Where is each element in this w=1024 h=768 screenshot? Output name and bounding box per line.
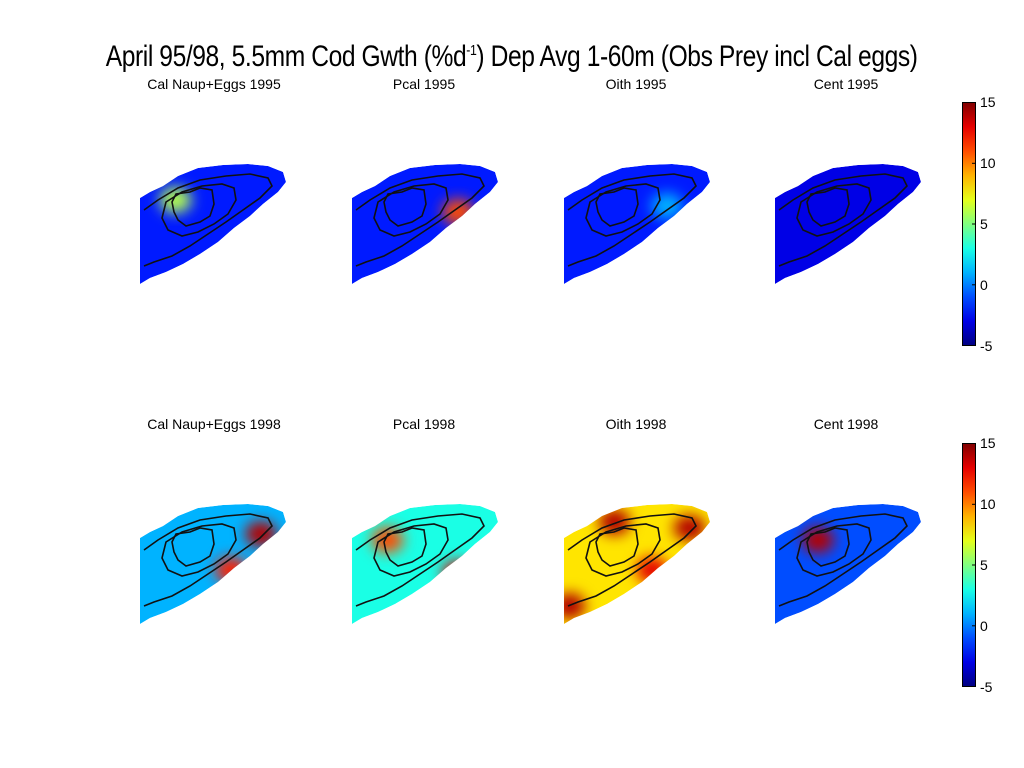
- depth-contour: [778, 173, 908, 267]
- depth-contour: [143, 513, 273, 607]
- depth-contour: [161, 523, 237, 577]
- heat-hotspot: [442, 560, 474, 587]
- heat-hotspot: [651, 193, 683, 219]
- colorbar: [962, 102, 976, 346]
- panel-title: Oith 1998: [605, 416, 667, 432]
- panel-title: Cent 1995: [813, 76, 879, 92]
- heatmap-panel: [140, 504, 286, 624]
- depth-contour: [355, 173, 485, 267]
- heatmap-panel: [564, 164, 710, 284]
- heatmap-panel: [775, 504, 921, 624]
- depth-contour: [567, 513, 697, 607]
- depth-contour: [383, 187, 427, 227]
- colorbar-tick-label: 15: [980, 435, 996, 451]
- heat-hotspot: [673, 515, 706, 541]
- panel-title: Cal Naup+Eggs 1995: [147, 76, 281, 92]
- heatmap-panel: [564, 504, 710, 624]
- depth-contour: [373, 183, 449, 237]
- depth-contour: [796, 183, 872, 237]
- depth-contour: [585, 523, 661, 577]
- depth-contour: [595, 527, 639, 567]
- depth-contour: [355, 513, 485, 607]
- panel-title: Pcal 1998: [392, 416, 456, 432]
- heatmap-panel: [140, 164, 286, 284]
- colorbar-tick-label: 5: [980, 216, 988, 232]
- depth-contour: [567, 173, 697, 267]
- colorbar-tick-label: 10: [980, 155, 996, 171]
- depth-contour: [373, 523, 449, 577]
- heatmap-panel: [775, 164, 921, 284]
- depth-contour: [161, 183, 237, 237]
- depth-contour: [806, 187, 850, 227]
- heat-hotspot: [802, 527, 834, 553]
- colorbar-tick-label: 5: [980, 557, 988, 573]
- heat-hotspot: [215, 557, 247, 583]
- depth-contour: [806, 527, 850, 567]
- panel-title: Pcal 1995: [392, 76, 456, 92]
- depth-contour: [143, 173, 273, 267]
- depth-contour: [383, 527, 427, 567]
- heatmap-panel: [352, 164, 498, 284]
- colorbar-tick-label: -5: [980, 338, 993, 354]
- colorbar: [962, 443, 976, 687]
- figure-title: April 95/98, 5.5mm Cod Gwth (%d-1) Dep A…: [105, 40, 918, 73]
- depth-contour: [595, 187, 639, 227]
- colorbar-tick-label: 0: [980, 618, 988, 634]
- depth-contour: [778, 513, 908, 607]
- depth-contour: [171, 527, 215, 567]
- depth-contour: [796, 523, 872, 577]
- panel-title: Cent 1998: [813, 416, 879, 432]
- heatmap-panel: [352, 504, 498, 624]
- colorbar-tick-label: 0: [980, 277, 988, 293]
- depth-contour: [171, 187, 215, 227]
- colorbar-tick-label: 15: [980, 94, 996, 110]
- panel-title: Cal Naup+Eggs 1998: [147, 416, 281, 432]
- colorbar-tick-label: -5: [980, 679, 993, 695]
- depth-contour: [585, 183, 661, 237]
- colorbar-tick-label: 10: [980, 496, 996, 512]
- panel-title: Oith 1995: [605, 76, 667, 92]
